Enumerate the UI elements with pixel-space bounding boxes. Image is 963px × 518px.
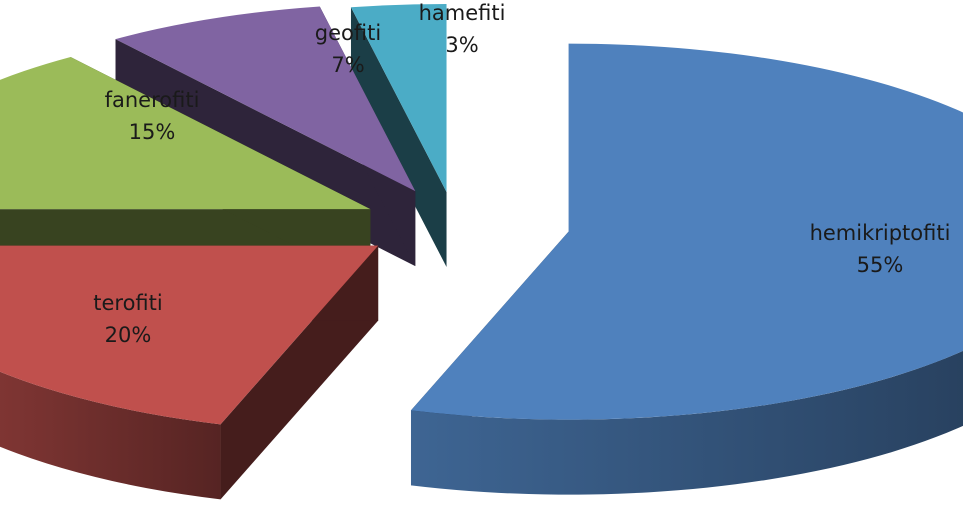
slice-label-percent-hemikriptofiti: 55%: [857, 253, 904, 277]
slice-label-name-terofiti: terofiti: [93, 291, 162, 315]
slice-label-percent-terofiti: 20%: [105, 323, 152, 347]
slice-fanerofiti: [0, 57, 371, 210]
slice-label-percent-hamefiti: 3%: [445, 33, 478, 57]
slice-label-percent-fanerofiti: 15%: [129, 120, 176, 144]
slice-side-start-hamefiti: [350, 7, 447, 267]
slice-label-name-hemikriptofiti: hemikriptofiti: [810, 221, 951, 245]
slice-geofiti: [115, 6, 416, 192]
slice-label-name-fanerofiti: fanerofiti: [105, 88, 200, 112]
slice-hamefiti: [350, 3, 447, 192]
slice-label-percent-geofiti: 7%: [331, 53, 364, 77]
slice-rim-terofiti: [0, 371, 221, 500]
slice-rim-hemikriptofiti: [410, 350, 963, 495]
slice-label-name-hamefiti: hamefiti: [419, 1, 506, 25]
slice-terofiti: [0, 245, 379, 425]
slice-hemikriptofiti: [410, 43, 963, 420]
slice-label-name-geofiti: geofiti: [315, 21, 381, 45]
